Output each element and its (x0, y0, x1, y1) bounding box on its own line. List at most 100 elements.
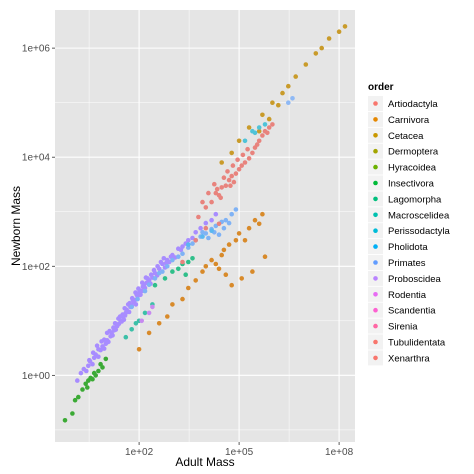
data-point (151, 267, 157, 273)
data-point (165, 314, 170, 319)
data-point (256, 138, 262, 144)
data-point (186, 259, 191, 265)
data-point (226, 220, 232, 226)
data-point (111, 325, 116, 330)
data-point (265, 130, 270, 136)
data-point (254, 142, 260, 147)
data-point (85, 385, 90, 390)
data-point (190, 255, 195, 261)
data-point (203, 220, 209, 226)
legend-key-dot (373, 260, 378, 265)
data-point (229, 150, 234, 156)
data-point (319, 45, 325, 51)
legend-label: Tubulidentata (388, 338, 446, 349)
data-point (148, 272, 154, 278)
data-point (233, 207, 239, 212)
x-tick-label: 1e+02 (125, 447, 154, 458)
data-point (190, 235, 195, 241)
data-point (200, 199, 205, 205)
data-point (256, 221, 262, 227)
data-point (336, 29, 342, 34)
data-point (90, 361, 95, 367)
data-point (209, 199, 214, 205)
data-point (221, 225, 227, 231)
legend-label: Insectivora (388, 179, 435, 190)
legend-title: order (368, 82, 394, 93)
data-point (342, 24, 348, 29)
data-point (190, 241, 195, 246)
data-point (262, 254, 268, 259)
x-tick-label: 1e+05 (225, 447, 254, 458)
data-point (99, 339, 104, 344)
data-point (140, 280, 145, 286)
data-point (135, 296, 140, 302)
data-point (110, 333, 115, 338)
data-point (122, 306, 127, 311)
data-point (293, 74, 299, 79)
data-point (62, 418, 68, 423)
plot-panel (55, 10, 355, 442)
legend-label: Carnivora (388, 115, 430, 126)
data-point (146, 310, 152, 316)
data-point (280, 90, 285, 96)
legend-label: Hyracoidea (388, 163, 437, 174)
data-point (152, 282, 158, 288)
data-point (236, 231, 242, 236)
data-point (138, 292, 143, 298)
data-point (213, 211, 219, 217)
data-point (260, 133, 265, 138)
data-point (221, 175, 227, 180)
data-point (290, 96, 295, 101)
data-point (143, 275, 149, 280)
data-point (150, 304, 155, 310)
data-point (200, 234, 205, 239)
data-point (142, 288, 148, 294)
y-axis-title: Newborn Mass (9, 186, 23, 266)
legend-label: Lagomorpha (388, 194, 442, 205)
data-point (117, 314, 123, 319)
data-point (226, 177, 232, 183)
data-point (176, 266, 181, 272)
data-point (76, 394, 81, 400)
legend-key-dot (373, 117, 378, 122)
legend-label: Dermoptera (388, 147, 439, 158)
legend-key-dot (373, 148, 378, 154)
data-point (180, 251, 185, 256)
data-points (62, 24, 348, 423)
legend: order Artiodactyla Carnivora Cetacea Dermop… (368, 82, 450, 366)
data-point (133, 321, 139, 326)
legend-key-dot (373, 212, 378, 218)
data-point (242, 160, 248, 165)
data-point (152, 276, 158, 281)
data-point (94, 343, 100, 349)
data-point (214, 186, 220, 192)
data-point (245, 146, 250, 152)
data-point (90, 350, 96, 356)
legend-key-dot (373, 196, 378, 202)
data-point (231, 179, 237, 185)
data-point (250, 150, 255, 156)
data-point (133, 290, 138, 295)
data-point (112, 321, 118, 326)
legend-label: Macroscelidea (388, 210, 450, 221)
data-point (136, 286, 141, 291)
data-point (91, 370, 97, 376)
legend-label: Proboscidea (388, 274, 442, 285)
data-point (133, 302, 139, 307)
legend-key-dot (373, 307, 378, 313)
data-point (101, 346, 107, 351)
data-point (196, 214, 201, 220)
legend-label: Scandentia (388, 306, 436, 317)
data-point (142, 310, 148, 316)
data-point (286, 100, 291, 105)
y-tick-label: 1e+02 (22, 262, 51, 273)
data-point (246, 225, 252, 231)
legend-label: Primates (388, 258, 426, 269)
x-tick-label: 1e+08 (325, 447, 354, 458)
legend-key-dot (373, 101, 378, 106)
data-point (235, 157, 240, 162)
data-point (326, 36, 332, 41)
legend-key-dot (373, 180, 378, 186)
data-point (226, 242, 232, 247)
data-point (246, 125, 252, 130)
